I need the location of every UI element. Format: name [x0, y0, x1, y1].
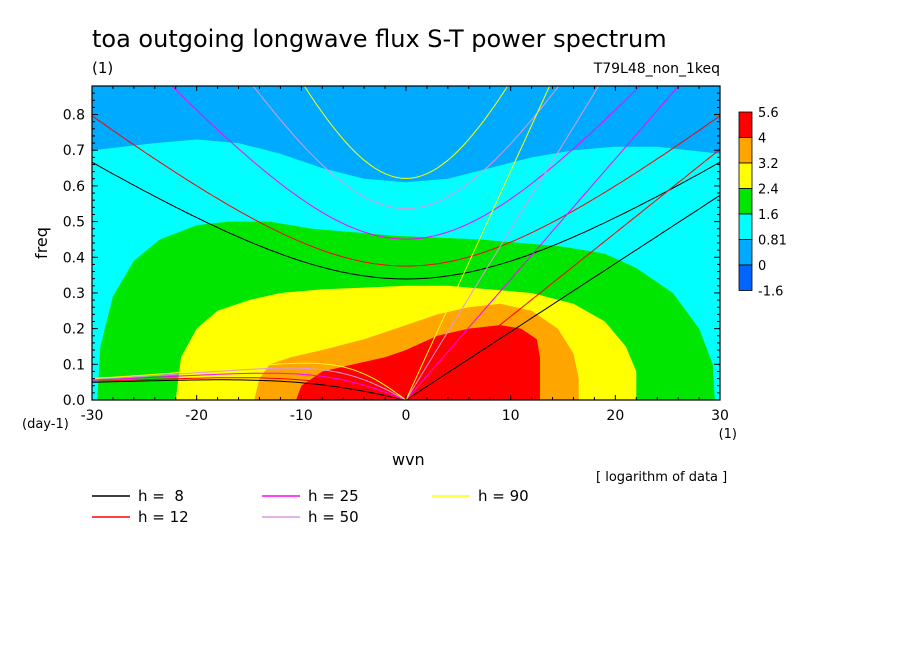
x-tick-label: -30 — [81, 408, 104, 424]
legend-label: h = 90 — [478, 487, 529, 505]
colorbar-label: 0 — [758, 259, 766, 274]
colorbar-label: 4 — [758, 132, 766, 147]
value-units: (1) — [92, 59, 113, 77]
curve-kelvin-h12 — [405, 148, 720, 400]
x-tick-label: 20 — [606, 408, 624, 424]
chart-title: toa outgoing longwave flux S-T power spe… — [92, 25, 667, 53]
y-tick-label: 0.8 — [63, 108, 85, 124]
colorbar-label: -1.6 — [758, 285, 783, 300]
curve-ig-h90 — [303, 86, 509, 179]
colorbar-swatch — [738, 213, 753, 240]
legend-label: h = 25 — [308, 487, 359, 505]
y-tick-label: 0.3 — [63, 286, 85, 302]
colorbar-label: 5.6 — [758, 106, 779, 121]
colorbar-label: 1.6 — [758, 208, 779, 223]
y-tick-label: 0.2 — [63, 322, 85, 338]
colorbar-swatch — [738, 188, 753, 215]
legend-label: h = 50 — [308, 508, 359, 526]
colorbar-swatch — [738, 111, 753, 138]
curve-ig-h50 — [252, 86, 560, 210]
colorbar-label: 2.4 — [758, 183, 779, 198]
y-tick-label: 0.5 — [63, 215, 85, 231]
y-axis-units: (day-1) — [22, 417, 69, 432]
x-tick-label: -20 — [185, 408, 208, 424]
experiment-label: T79L48_non_1keq — [593, 61, 720, 77]
x-axis-units: (1) — [719, 427, 737, 442]
curve-rossby-h90 — [92, 362, 407, 400]
x-tick-label: 0 — [402, 408, 411, 424]
curve-rossby-h8 — [92, 379, 407, 400]
colorbar-swatch — [738, 239, 753, 266]
curve-ig-h25 — [171, 86, 641, 240]
contour-fills — [92, 86, 720, 400]
y-tick-label: 0.1 — [63, 357, 85, 373]
log-note: [ logarithm of data ] — [596, 470, 727, 485]
legend-label: h = 8 — [138, 487, 184, 505]
dispersion-curves — [92, 86, 720, 400]
curve-kelvin-h8 — [405, 194, 720, 400]
x-tick-label: 30 — [711, 408, 729, 424]
curve-kelvin-h25 — [405, 86, 680, 400]
curve-ig-h8 — [92, 161, 720, 280]
colorbar-swatch — [738, 137, 753, 164]
colorbar: 5.6 4 3.2 2.4 1.6 0.81 0 -1.6 — [738, 106, 787, 300]
colorbar-swatch — [738, 264, 753, 291]
curve-kelvin-h90 — [405, 86, 551, 400]
x-axis-label: wvn — [392, 450, 425, 469]
contour-region-5 — [296, 325, 540, 400]
axis-ticks: -30 -20 -10 0 10 20 30 0.0 0.1 0.2 0.3 0.4 0.5 0.6 0.7… — [63, 86, 729, 424]
curve-rossby-h25 — [92, 372, 407, 400]
curve-rossby-h50 — [92, 367, 407, 400]
y-axis-label: freq — [32, 227, 51, 259]
y-tick-label: 0.7 — [63, 143, 85, 159]
colorbar-label: 3.2 — [758, 157, 779, 172]
x-tick-label: -10 — [290, 408, 313, 424]
x-tick-label: 10 — [502, 408, 520, 424]
y-tick-label: 0.6 — [63, 179, 85, 195]
curve-ig-h12 — [92, 115, 720, 267]
legend-label: h = 12 — [138, 508, 189, 526]
legend: h = 8 h = 12 h = 25 h = 50 h = 90 — [92, 487, 529, 526]
colorbar-swatch — [738, 162, 753, 189]
curve-rossby-h12 — [92, 377, 407, 400]
curve-kelvin-h50 — [405, 86, 600, 400]
colorbar-label: 0.81 — [758, 234, 787, 249]
y-tick-label: 0.0 — [63, 393, 85, 409]
y-tick-label: 0.4 — [63, 250, 85, 266]
